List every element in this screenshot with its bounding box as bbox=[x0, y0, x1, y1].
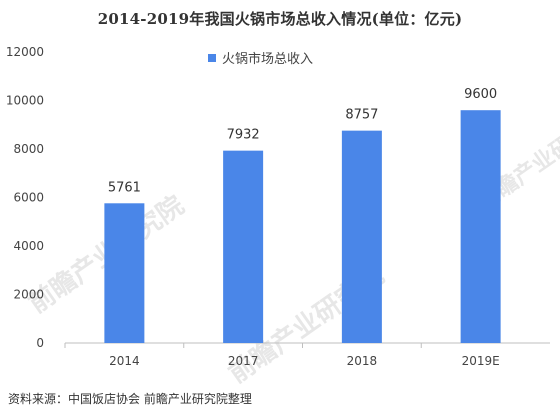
legend-label: 火锅市场总收入 bbox=[222, 52, 314, 67]
y-tick-label: 10000 bbox=[6, 94, 44, 108]
y-tick-label: 6000 bbox=[13, 191, 44, 205]
legend-swatch bbox=[208, 53, 216, 62]
y-tick-label: 8000 bbox=[13, 142, 44, 156]
y-tick-label: 4000 bbox=[13, 239, 44, 253]
bar bbox=[104, 203, 145, 343]
bar bbox=[341, 130, 382, 343]
y-tick-label: 0 bbox=[36, 336, 44, 350]
data-label: 5761 bbox=[108, 180, 141, 195]
data-label: 9600 bbox=[464, 87, 497, 102]
x-tick-label: 2017 bbox=[228, 354, 259, 368]
x-tick-label: 2014 bbox=[109, 354, 140, 368]
data-label: 8757 bbox=[345, 108, 378, 123]
y-tick-label: 12000 bbox=[6, 45, 44, 59]
data-label: 7932 bbox=[227, 128, 260, 143]
bar bbox=[460, 110, 501, 343]
x-tick-label: 2019E bbox=[462, 354, 500, 368]
bar bbox=[223, 150, 264, 343]
chart-legend: 火锅市场总收入 bbox=[208, 48, 313, 67]
x-tick-label: 2018 bbox=[347, 354, 378, 368]
y-tick-label: 2000 bbox=[13, 288, 44, 302]
source-note: 资料来源：中国饭店协会 前瞻产业研究院整理 bbox=[8, 392, 252, 406]
chart-title: 2014-2019年我国火锅市场总收入情况(单位：亿元) bbox=[97, 10, 463, 28]
